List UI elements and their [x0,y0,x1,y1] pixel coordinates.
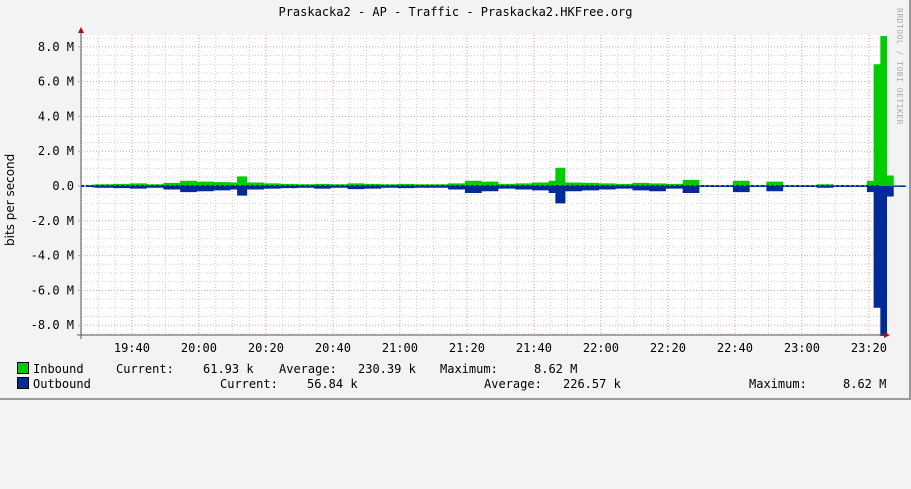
x-tick-label: 20:20 [248,341,284,355]
outbound-maximum-value: 8.62 M [843,377,887,391]
outbound-maximum-label: Maximum: [749,377,807,391]
x-tick-label: 22:00 [583,341,619,355]
y-tick-label: 4.0 M [38,109,74,123]
inbound-maximum-value: 8.62 M [534,362,578,376]
y-axis-arrow-icon [78,27,84,33]
x-tick-label: 19:40 [114,341,150,355]
inbound-average-label: Average: [279,362,337,376]
outbound-average-label: Average: [484,377,542,391]
inbound-swatch-icon [17,362,29,374]
x-tick-label: 23:20 [851,341,887,355]
y-tick-label: 8.0 M [38,40,74,54]
y-tick-label: -6.0 M [31,283,74,297]
outbound-current-label: Current: [220,377,278,391]
legend-inbound-label-group: Inbound [17,362,84,376]
x-tick-label: 20:40 [315,341,351,355]
legend-outbound-label-group: Outbound [17,377,91,391]
legend-inbound: Inbound Current: 61.93 k Average: 230.39… [17,362,577,376]
x-tick-label: 22:20 [650,341,686,355]
y-tick-label: -2.0 M [31,214,74,228]
outbound-average-value: 226.57 k [563,377,621,391]
inbound-label: Inbound [33,362,84,376]
y-tick-label: 6.0 M [38,75,74,89]
x-tick-label: 21:20 [449,341,485,355]
rrdtool-watermark: RRDTOOL / TOBI OETIKER [895,8,904,125]
inbound-current-label: Current: [116,362,174,376]
outbound-swatch-icon [17,377,29,389]
x-tick-label: 21:00 [382,341,418,355]
x-tick-label: 21:40 [516,341,552,355]
inbound-maximum-label: Maximum: [440,362,498,376]
outbound-current-value: 56.84 k [307,377,358,391]
traffic-chart: 8.0 M 6.0 M 4.0 M 2.0 M 0.0 -2.0 M -4.0 M -6.0 … [31,27,908,355]
y-tick-label: 0.0 [52,179,74,193]
x-tick-label: 23:00 [784,341,820,355]
y-tick-label: 2.0 M [38,144,74,158]
x-tick-label: 22:40 [717,341,753,355]
inbound-current-value: 61.93 k [203,362,254,376]
graph-title: Praskacka2 - AP - Traffic - Praskacka2.H… [278,5,633,19]
x-tick-label: 20:00 [181,341,217,355]
x-axis-arrow-icon [884,332,890,338]
y-tick-label: -8.0 M [31,318,74,332]
inbound-average-value: 230.39 k [358,362,416,376]
outbound-label: Outbound [33,377,91,391]
legend-outbound: Outbound Current: 56.84 k Average: 226.5… [17,377,886,391]
y-tick-label: -4.0 M [31,249,74,263]
